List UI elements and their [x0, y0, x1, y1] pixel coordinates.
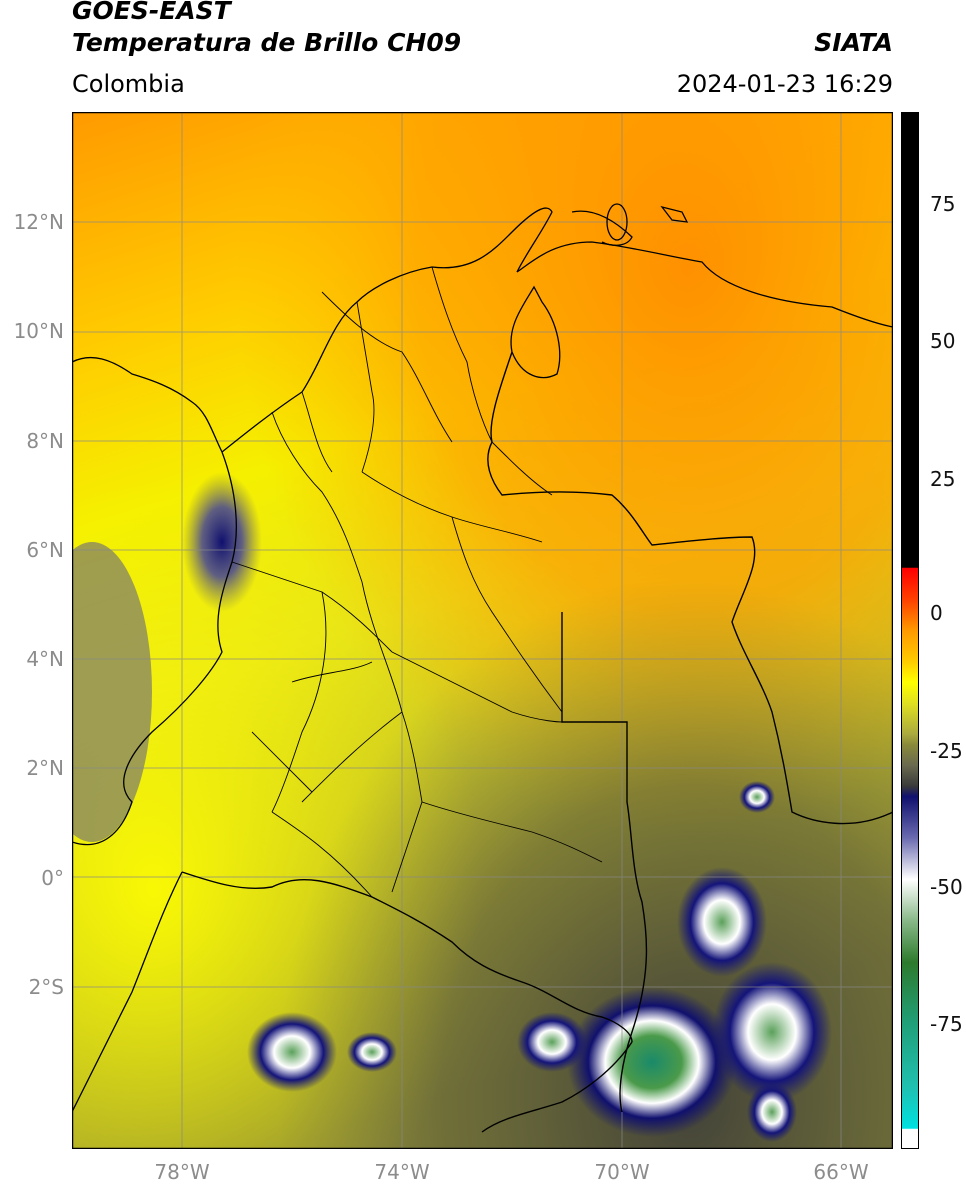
region-label: Colombia [72, 70, 185, 98]
lon-tick-label: 66°W [813, 1160, 869, 1184]
graticule [72, 112, 893, 1149]
colorbar-tick-label: 0 [930, 601, 943, 625]
brand-label: SIATA [814, 28, 893, 57]
colorbar-tick-label: 75 [930, 192, 956, 216]
department-borders [231, 266, 603, 898]
storm-cell-brazil [747, 1082, 797, 1142]
cloud-band-west [72, 542, 152, 842]
colorbar-tick-label: -25 [930, 739, 963, 763]
colorbar-tick-label: 25 [930, 467, 956, 491]
storm-cell-amazon-main [567, 987, 737, 1137]
product-title: Temperatura de Brillo CH09 [72, 28, 462, 57]
colorbar-gradient [901, 112, 919, 1149]
coastlines [72, 203, 893, 1113]
lat-tick-label: 2°N [26, 756, 64, 780]
colorbar-tick-label: 50 [930, 329, 956, 353]
colorbar [901, 112, 919, 1149]
storm-cell-putumayo [517, 1012, 587, 1072]
colorbar-frame [901, 112, 919, 1149]
storm-cell-ecuador [247, 1012, 337, 1092]
lon-tick-label: 74°W [374, 1160, 430, 1184]
lat-tick-label: 4°N [26, 647, 64, 671]
lon-tick-label: 78°W [154, 1160, 210, 1184]
colorbar-tick-label: -75 [930, 1012, 963, 1036]
storm-cell-vaupes [739, 781, 775, 813]
timestamp-label: 2024-01-23 16:29 [676, 70, 893, 98]
lon-tick-label: 70°W [594, 1160, 650, 1184]
lat-tick-label: 10°N [13, 319, 64, 343]
storm-cell-ecuador-2 [347, 1032, 397, 1072]
satellite-title: GOES-EAST [72, 0, 231, 25]
storm-cell-choco [182, 472, 262, 612]
colorbar-tick-label: -50 [930, 875, 963, 899]
satellite-map[interactable] [72, 112, 893, 1149]
storm-cell-amazon-east [712, 962, 832, 1102]
map-frame [72, 112, 893, 1149]
lat-tick-label: 12°N [13, 210, 64, 234]
lat-tick-label: 6°N [26, 538, 64, 562]
lat-tick-label: 0° [41, 866, 64, 890]
lat-tick-label: 2°S [28, 975, 64, 999]
lat-tick-label: 8°N [26, 429, 64, 453]
national-borders [181, 351, 893, 1133]
storm-cell-amazon-north [677, 867, 767, 977]
